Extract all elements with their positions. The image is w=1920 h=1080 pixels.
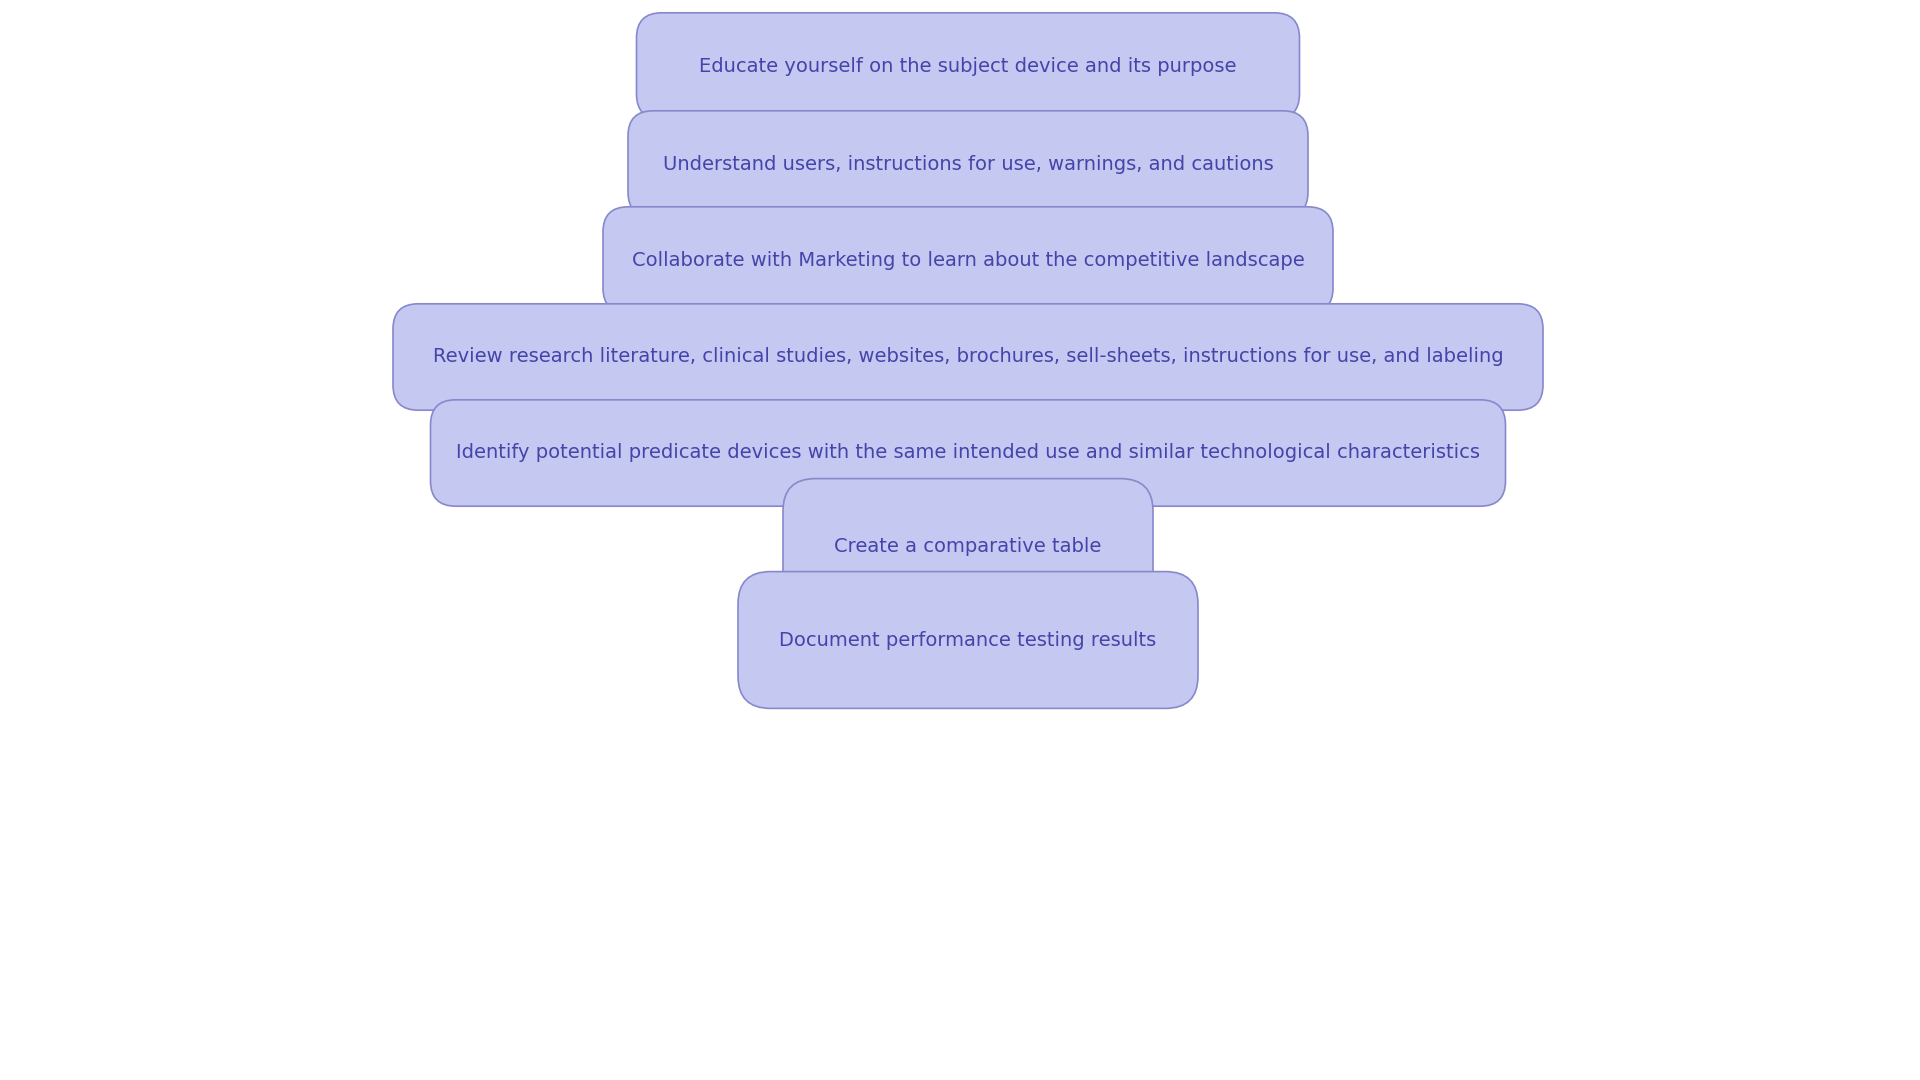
Text: Review research literature, clinical studies, websites, brochures, sell-sheets, : Review research literature, clinical stu… bbox=[432, 348, 1503, 366]
Text: Document performance testing results: Document performance testing results bbox=[780, 631, 1156, 649]
FancyBboxPatch shape bbox=[603, 206, 1332, 313]
FancyBboxPatch shape bbox=[783, 478, 1154, 616]
Text: Educate yourself on the subject device and its purpose: Educate yourself on the subject device a… bbox=[699, 56, 1236, 76]
Text: Understand users, instructions for use, warnings, and cautions: Understand users, instructions for use, … bbox=[662, 154, 1273, 174]
FancyBboxPatch shape bbox=[628, 111, 1308, 217]
FancyBboxPatch shape bbox=[430, 400, 1505, 507]
Text: Create a comparative table: Create a comparative table bbox=[835, 538, 1102, 556]
Text: Collaborate with Marketing to learn about the competitive landscape: Collaborate with Marketing to learn abou… bbox=[632, 251, 1304, 270]
FancyBboxPatch shape bbox=[394, 303, 1544, 410]
Text: Identify potential predicate devices with the same intended use and similar tech: Identify potential predicate devices wit… bbox=[457, 444, 1480, 462]
FancyBboxPatch shape bbox=[737, 571, 1198, 708]
FancyBboxPatch shape bbox=[637, 13, 1300, 119]
